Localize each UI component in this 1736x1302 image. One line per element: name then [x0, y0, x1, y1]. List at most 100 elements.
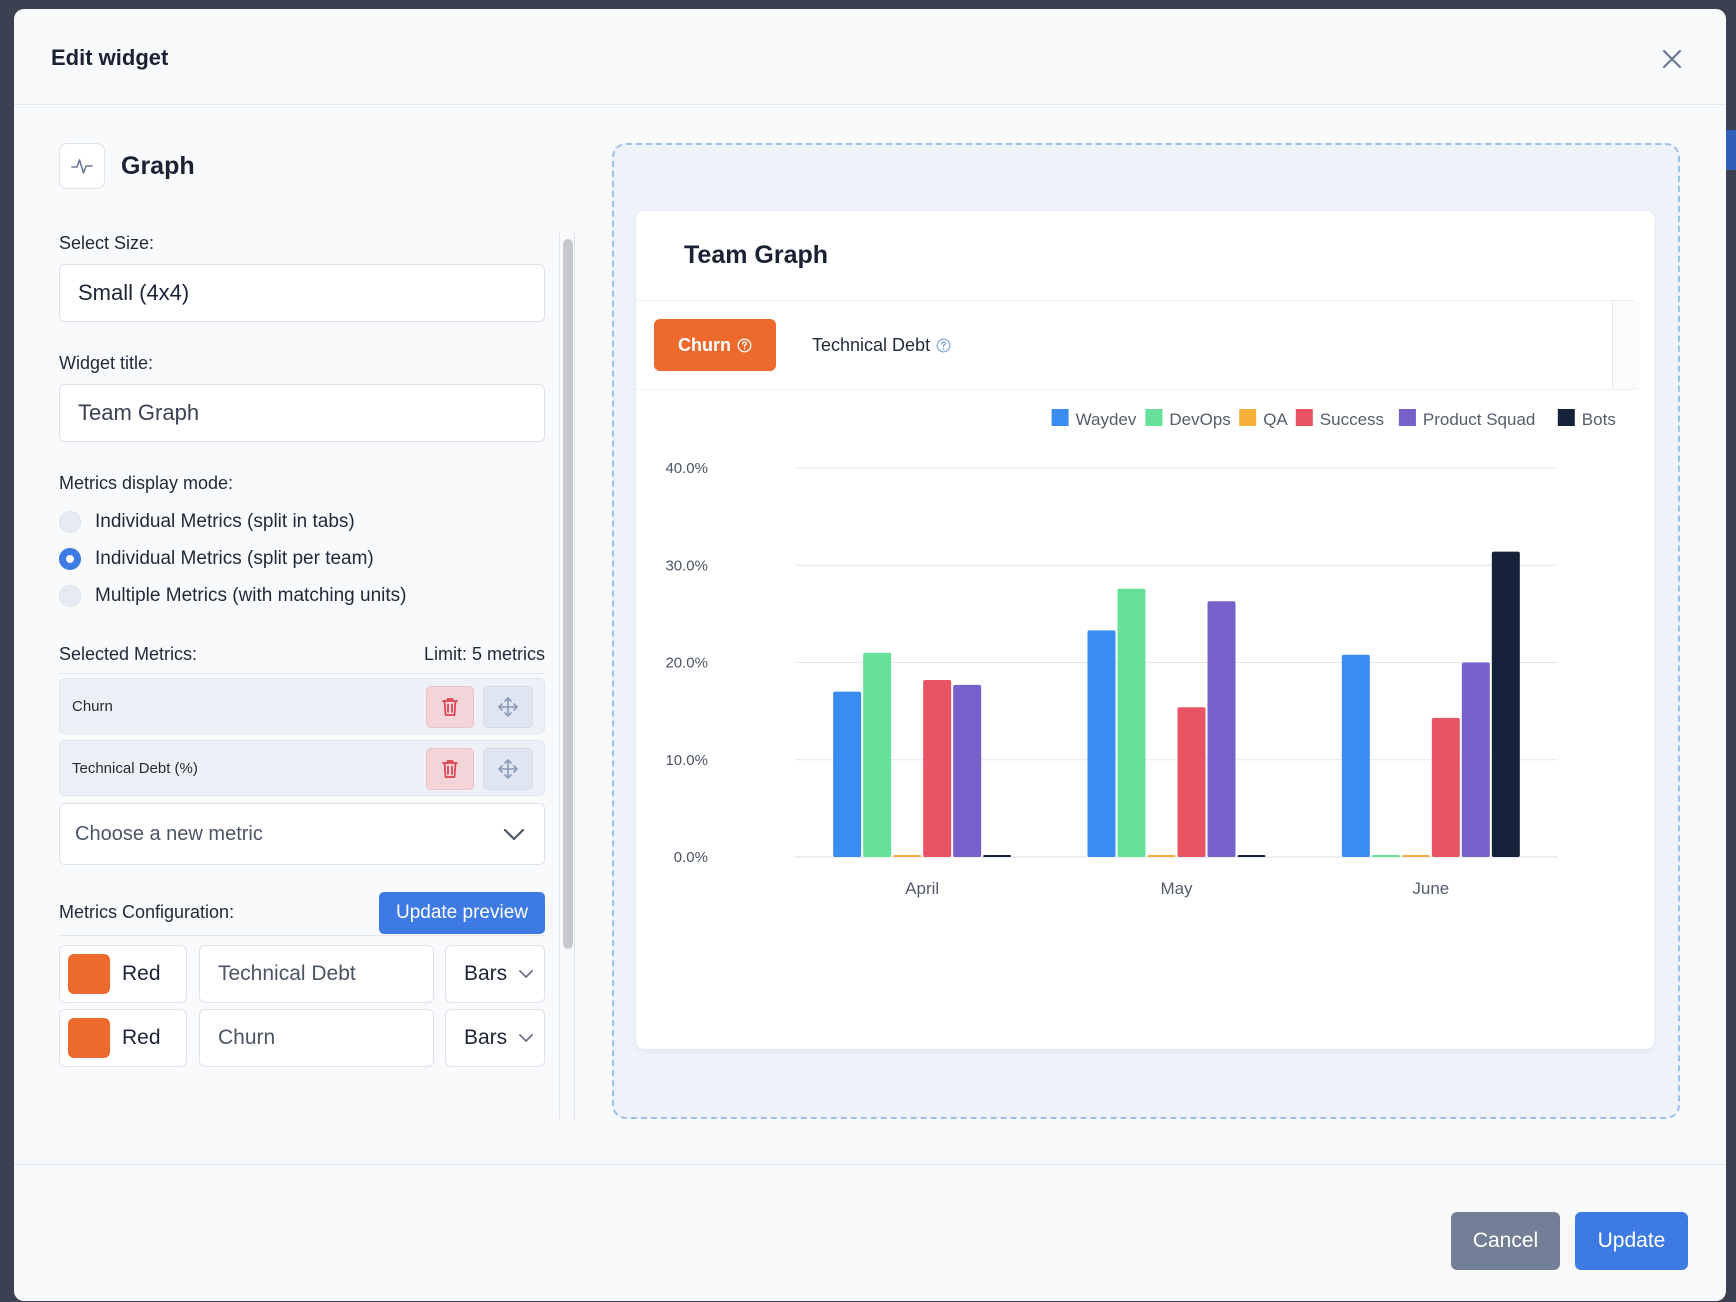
x-tick-label: April [905, 879, 939, 898]
close-button[interactable] [1658, 45, 1686, 73]
legend-label: Bots [1582, 410, 1616, 429]
move-icon [498, 697, 518, 717]
y-tick-label: 0.0% [674, 849, 708, 866]
team-graph-chart: 40.0% 30.0% 20.0% 10.0% 0.0% Bots Product Squa… [665, 409, 1616, 898]
size-select[interactable]: Small (4x4) [59, 264, 545, 322]
chart-type-value: Bars [464, 962, 508, 985]
modal-footer: Cancel Update [14, 1164, 1726, 1301]
color-picker[interactable]: Red [59, 1009, 187, 1067]
metrics-limit-label: Limit: 5 metrics [423, 644, 545, 664]
scrollbar[interactable] [559, 233, 575, 1119]
y-tick-label: 10.0% [665, 752, 708, 769]
backdrop-edge-accent [1724, 130, 1736, 170]
bar [1087, 630, 1116, 857]
bar [833, 691, 862, 857]
bar [983, 855, 1012, 857]
update-preview-button[interactable]: Update preview [379, 892, 545, 934]
bar [953, 684, 982, 857]
legend-swatch [1557, 409, 1575, 426]
display-mode-label: Metrics display mode: [59, 473, 234, 493]
bar [1431, 717, 1460, 857]
delete-metric-button[interactable] [426, 686, 474, 728]
drag-metric-handle[interactable] [483, 686, 533, 728]
preview-card: Team Graph Churn Technical Debt [636, 211, 1654, 1049]
bar [923, 680, 952, 857]
mode-option-label: Multiple Metrics (with matching units) [95, 585, 407, 606]
choose-metric-placeholder: Choose a new metric [75, 822, 263, 845]
legend-swatch [1145, 409, 1163, 426]
size-label: Select Size: [59, 233, 155, 253]
tabs-scroll-edge [1612, 301, 1640, 389]
selected-metrics-label: Selected Metrics: [59, 644, 198, 664]
bar [1177, 707, 1206, 857]
chart-type-value: Bars [464, 1026, 508, 1049]
legend-label: QA [1263, 410, 1288, 429]
metric-config-row: Red Technical Debt Bars [59, 945, 545, 1003]
bar [1401, 855, 1430, 857]
scrollbar-thumb[interactable] [563, 239, 573, 949]
metric-config-row: Red Churn Bars [59, 1009, 545, 1067]
radio-button[interactable] [59, 585, 81, 607]
delete-metric-button[interactable] [426, 748, 474, 790]
bar [1461, 662, 1490, 857]
move-icon [498, 759, 518, 779]
metrics-config-header: Metrics Configuration: [59, 892, 545, 936]
config-title-input[interactable]: Technical Debt [199, 945, 434, 1003]
metric-name: Technical Debt (%) [72, 759, 198, 777]
legend-swatch [1295, 409, 1313, 426]
chart-type-select[interactable]: Bars [445, 1009, 545, 1067]
widget-preview-area: Team Graph Churn Technical Debt [612, 143, 1680, 1119]
legend-label: DevOps [1169, 410, 1230, 429]
chevron-down-icon [519, 1034, 533, 1043]
selected-metric-row: Churn [59, 678, 545, 734]
legend-swatch [1239, 409, 1257, 426]
color-picker[interactable]: Red [59, 945, 187, 1003]
widget-title-input[interactable]: Team Graph [59, 384, 545, 442]
radio-button-checked[interactable] [59, 548, 81, 570]
widget-title-label: Widget title: [59, 353, 154, 373]
bar [1491, 551, 1520, 857]
y-tick-label: 30.0% [665, 557, 708, 574]
help-circle-icon [936, 338, 951, 352]
legend-swatch [1398, 409, 1416, 426]
mode-option-label: Individual Metrics (split per team) [95, 548, 374, 569]
widget-settings-panel: Graph Select Size: Small (4x4) Widget ti… [59, 129, 575, 1119]
cancel-button[interactable]: Cancel [1451, 1212, 1560, 1270]
x-tick-label: May [1160, 879, 1193, 898]
widget-type-header: Graph [59, 143, 195, 189]
chevron-down-icon [503, 828, 525, 841]
mode-option-multiple[interactable]: Multiple Metrics (with matching units) [59, 585, 406, 607]
settings-scroll-area[interactable]: Select Size: Small (4x4) Widget title: T… [59, 233, 559, 1119]
tab-churn[interactable]: Churn [654, 319, 776, 371]
chart-type-select[interactable]: Bars [445, 945, 545, 1003]
x-tick-label: June [1412, 879, 1449, 898]
tab-technical-debt[interactable]: Technical Debt [812, 319, 951, 371]
radio-button[interactable] [59, 511, 81, 533]
config-title-input[interactable]: Churn [199, 1009, 434, 1067]
legend-label: Success [1320, 410, 1384, 429]
trash-icon [442, 760, 458, 778]
tab-label: Churn [678, 334, 731, 355]
bar [1147, 855, 1176, 857]
activity-pulse-icon [59, 143, 105, 189]
drag-metric-handle[interactable] [483, 748, 533, 790]
color-swatch [68, 1018, 110, 1058]
selected-metric-row: Technical Debt (%) [59, 740, 545, 796]
metrics-config-label: Metrics Configuration: [59, 902, 235, 922]
bar [893, 855, 922, 857]
color-name: Red [122, 962, 161, 985]
update-button[interactable]: Update [1575, 1212, 1688, 1270]
mode-option-split-team[interactable]: Individual Metrics (split per team) [59, 548, 374, 570]
mode-option-split-tabs[interactable]: Individual Metrics (split in tabs) [59, 511, 355, 533]
card-title: Team Graph [684, 241, 829, 269]
choose-metric-select[interactable]: Choose a new metric [59, 803, 545, 865]
modal-header: Edit widget [14, 9, 1726, 105]
legend-swatch [1051, 409, 1069, 426]
mode-option-label: Individual Metrics (split in tabs) [95, 511, 355, 532]
chevron-down-icon [519, 970, 533, 979]
color-name: Red [122, 1026, 161, 1049]
bar [1117, 588, 1146, 857]
widget-type-label: Graph [121, 151, 195, 180]
color-swatch [68, 954, 110, 994]
backdrop-edge [1726, 95, 1736, 115]
